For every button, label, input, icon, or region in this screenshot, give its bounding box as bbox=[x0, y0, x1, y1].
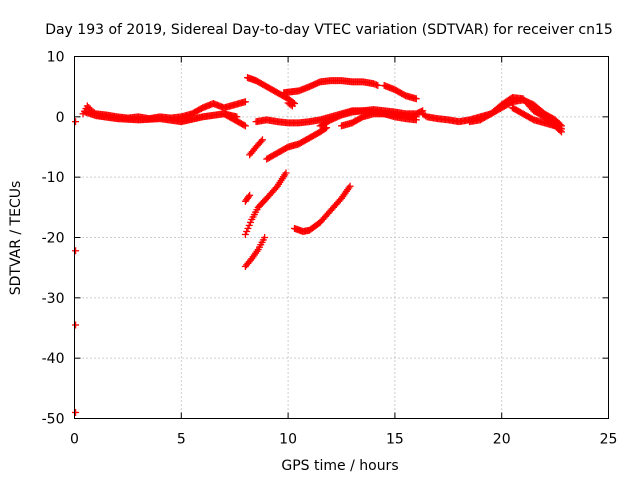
data-point bbox=[346, 182, 354, 190]
data-series bbox=[241, 169, 290, 238]
data-point bbox=[323, 124, 331, 132]
x-tick-label: 20 bbox=[493, 432, 511, 448]
data-point bbox=[72, 408, 80, 416]
data-point bbox=[258, 136, 266, 144]
data-point bbox=[261, 234, 269, 241]
y-tick-label: -20 bbox=[42, 231, 65, 247]
y-tick-label: -40 bbox=[42, 351, 65, 367]
data-series bbox=[241, 234, 269, 270]
y-tick-label: -10 bbox=[42, 170, 65, 186]
data-point bbox=[558, 125, 566, 133]
data-series bbox=[380, 81, 420, 103]
data-series bbox=[508, 104, 566, 133]
data-series bbox=[280, 77, 382, 97]
data-series bbox=[241, 191, 254, 205]
data-point bbox=[412, 95, 420, 103]
x-tick-label: 5 bbox=[177, 432, 186, 448]
data-series bbox=[244, 74, 299, 108]
x-tick-label: 10 bbox=[279, 432, 297, 448]
chart-title: Day 193 of 2019, Sidereal Day-to-day VTE… bbox=[45, 22, 613, 38]
data-series bbox=[81, 108, 241, 126]
data-series bbox=[291, 182, 354, 235]
data-series bbox=[72, 98, 249, 416]
y-axis-label: SDTVAR / TECUs bbox=[8, 181, 24, 296]
plot-frame bbox=[74, 56, 609, 419]
data-point bbox=[72, 247, 80, 255]
data-point bbox=[246, 191, 254, 199]
y-tick-label: 10 bbox=[47, 50, 65, 66]
data-point bbox=[241, 98, 249, 106]
y-tick-label: -30 bbox=[42, 291, 65, 307]
y-tick-label: -50 bbox=[42, 412, 65, 428]
x-axis-label: GPS time / hours bbox=[281, 458, 398, 474]
data-point bbox=[241, 230, 249, 238]
data-point bbox=[288, 102, 296, 110]
data-point bbox=[374, 81, 382, 89]
y-tick-label: 0 bbox=[56, 110, 65, 126]
data-series bbox=[284, 99, 296, 110]
data-point bbox=[241, 122, 249, 130]
x-tick-label: 0 bbox=[70, 432, 79, 448]
data-point bbox=[72, 118, 80, 126]
x-tick-label: 25 bbox=[600, 432, 618, 448]
data-series bbox=[246, 136, 266, 159]
data-point bbox=[282, 169, 290, 177]
data-series bbox=[263, 124, 331, 163]
data-points bbox=[72, 74, 566, 416]
data-series bbox=[220, 110, 249, 130]
data-series bbox=[338, 110, 420, 130]
data-point bbox=[412, 116, 420, 124]
x-tick-label: 15 bbox=[386, 432, 404, 448]
data-point bbox=[72, 321, 80, 329]
